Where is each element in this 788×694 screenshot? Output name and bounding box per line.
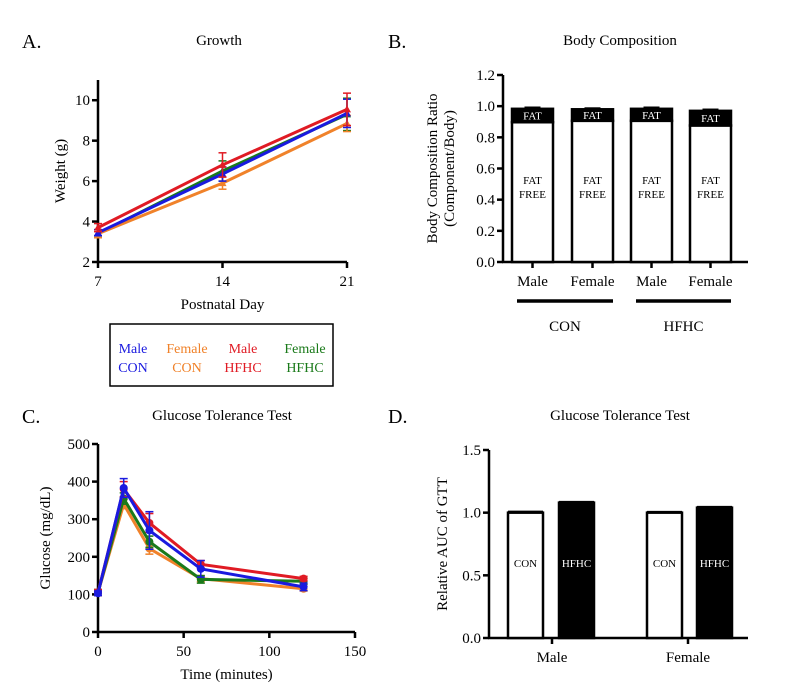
x-tick-label: 7 bbox=[94, 274, 102, 290]
x-tick-label: 100 bbox=[258, 644, 281, 660]
x-tick-label: Female bbox=[570, 274, 614, 290]
x-axis-label: Time (minutes) bbox=[180, 667, 272, 683]
fat-free-label: FAT bbox=[583, 175, 602, 187]
fat-free-label: FREE bbox=[519, 189, 546, 201]
bar-fat-free bbox=[570, 119, 615, 264]
x-tick-label: 0 bbox=[94, 644, 102, 660]
y-axis-label: Relative AUC of GTT bbox=[435, 477, 451, 611]
x-tick-label: 150 bbox=[344, 644, 367, 660]
y-tick-label: 6 bbox=[83, 174, 91, 190]
legend-entry: Male bbox=[229, 342, 258, 357]
fat-label: FAT bbox=[642, 110, 661, 122]
panel-label: B. bbox=[388, 31, 406, 53]
x-tick-label: 21 bbox=[340, 274, 355, 290]
y-tick-label: 0.0 bbox=[476, 255, 495, 271]
bar-hfhc bbox=[557, 501, 596, 640]
y-tick-label: 100 bbox=[68, 587, 91, 603]
data-point bbox=[299, 582, 308, 591]
y-tick-label: 2 bbox=[83, 255, 91, 271]
legend-entry: Male bbox=[119, 342, 148, 357]
y-tick-label: 400 bbox=[68, 475, 91, 491]
data-point bbox=[94, 589, 102, 598]
legend-box bbox=[109, 323, 334, 387]
chart-title: Body Composition bbox=[563, 33, 677, 49]
bar-hfhc bbox=[695, 506, 734, 640]
y-tick-label: 1.0 bbox=[476, 99, 495, 115]
y-tick-label: 200 bbox=[68, 550, 91, 566]
data-point bbox=[218, 179, 227, 187]
x-axis-label: Postnatal Day bbox=[181, 297, 265, 313]
bar-label: CON bbox=[653, 558, 676, 570]
x-tick-label: Male bbox=[636, 274, 667, 290]
fat-free-label: FAT bbox=[642, 175, 661, 187]
x-tick-label: Female bbox=[688, 274, 732, 290]
y-tick-label: 0.2 bbox=[476, 224, 495, 240]
bar-label: HFHC bbox=[700, 558, 729, 570]
y-tick-label: 1.5 bbox=[462, 443, 481, 459]
y-tick-label: 4 bbox=[83, 215, 91, 231]
y-tick-label: 300 bbox=[68, 512, 91, 528]
fat-label: FAT bbox=[523, 111, 542, 123]
panel-label: A. bbox=[22, 31, 41, 53]
bar-con bbox=[645, 511, 684, 640]
x-tick-label: Female bbox=[666, 650, 710, 666]
data-point bbox=[119, 483, 128, 492]
x-tick-label: Male bbox=[517, 274, 548, 290]
fat-free-label: FAT bbox=[701, 175, 720, 187]
legend-entry: HFHC bbox=[286, 361, 323, 376]
y-tick-label: 0 bbox=[83, 625, 91, 641]
data-point bbox=[94, 223, 102, 231]
y-tick-label: 0.5 bbox=[462, 568, 481, 584]
fat-label: FAT bbox=[701, 113, 720, 125]
legend-entry: Female bbox=[284, 342, 325, 357]
panel-label: D. bbox=[388, 406, 407, 428]
y-axis-label: (Component/Body) bbox=[442, 110, 458, 227]
y-tick-label: 8 bbox=[83, 134, 91, 150]
bar-label: HFHC bbox=[562, 558, 591, 570]
fat-free-label: FAT bbox=[523, 175, 542, 187]
y-tick-label: 10 bbox=[75, 93, 90, 109]
bar-fat-free bbox=[629, 119, 674, 264]
y-tick-label: 0.4 bbox=[476, 193, 495, 209]
x-tick-label: Male bbox=[537, 650, 568, 666]
data-point bbox=[218, 160, 227, 168]
legend-entry: HFHC bbox=[224, 361, 261, 376]
data-point bbox=[343, 105, 351, 113]
fat-free-label: FREE bbox=[579, 189, 606, 201]
fat-free-label: FREE bbox=[638, 189, 665, 201]
y-tick-label: 1.0 bbox=[462, 506, 481, 522]
chart-title: Glucose Tolerance Test bbox=[550, 408, 691, 424]
panel-label: C. bbox=[22, 406, 40, 428]
y-tick-label: 0.8 bbox=[476, 130, 495, 146]
bar-con bbox=[506, 511, 545, 640]
y-tick-label: 0.6 bbox=[476, 162, 495, 178]
legend-entry: Female bbox=[166, 342, 207, 357]
y-axis-label: Weight (g) bbox=[53, 139, 69, 203]
data-point bbox=[145, 526, 154, 535]
group-label: CON bbox=[549, 319, 581, 335]
y-axis-label: Body Composition Ratio bbox=[425, 93, 441, 243]
group-label: HFHC bbox=[663, 319, 703, 335]
legend-entry: CON bbox=[172, 361, 202, 376]
chart-title: Glucose Tolerance Test bbox=[152, 408, 293, 424]
fat-label: FAT bbox=[583, 110, 602, 122]
bar-label: CON bbox=[514, 558, 537, 570]
y-tick-label: 1.2 bbox=[476, 68, 495, 84]
y-tick-label: 0.0 bbox=[462, 631, 481, 647]
y-tick-label: 500 bbox=[68, 437, 91, 453]
data-point bbox=[299, 574, 308, 583]
y-axis-label: Glucose (mg/dL) bbox=[38, 487, 54, 590]
x-tick-label: 50 bbox=[176, 644, 191, 660]
data-point bbox=[196, 564, 205, 573]
bar-fat-free bbox=[510, 120, 555, 264]
x-tick-label: 14 bbox=[215, 274, 231, 290]
chart-title: Growth bbox=[196, 33, 242, 49]
fat-free-label: FREE bbox=[697, 189, 724, 201]
legend-entry: CON bbox=[118, 361, 148, 376]
